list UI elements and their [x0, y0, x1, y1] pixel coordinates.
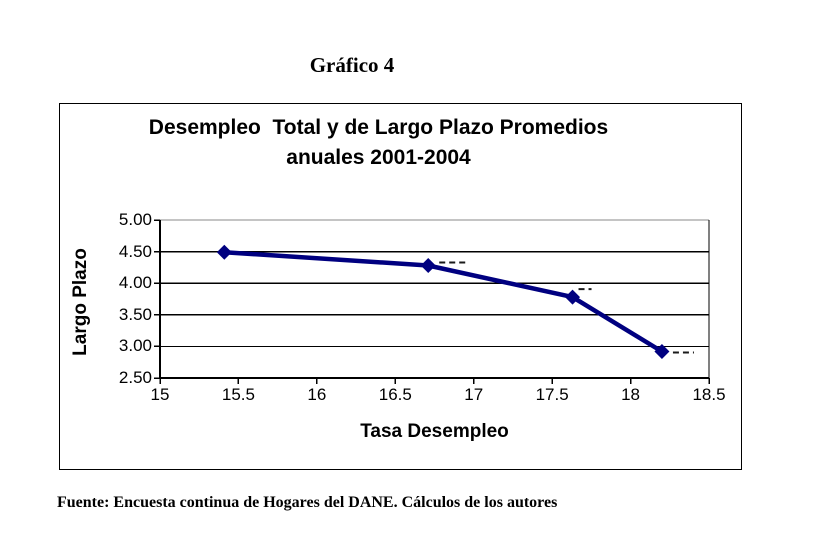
- plot-area: [154, 219, 710, 384]
- chart-title-line2: anuales 2001-2004: [286, 146, 471, 169]
- x-tick-label: 15: [150, 385, 170, 404]
- x-tick-label: 17.5: [535, 385, 569, 404]
- y-tick-label: 3.00: [118, 336, 152, 356]
- chart-container: Desempleo Total y de Largo Plazo Promedi…: [59, 103, 742, 470]
- y-tick-label: 5.00: [118, 210, 152, 229]
- series-line: [222, 249, 665, 354]
- x-tick-label: 18.5: [692, 385, 726, 404]
- data-point-marker: [216, 244, 232, 260]
- x-tick-label: 17: [464, 385, 484, 404]
- x-axis-title: Tasa Desempleo: [360, 421, 509, 442]
- data-point-marker: [565, 289, 581, 305]
- data-point-marker: [420, 258, 436, 274]
- y-tick-label: 4.00: [118, 273, 152, 293]
- x-tick-label: 16: [307, 385, 327, 404]
- x-tick-label: 18: [621, 385, 641, 404]
- data-point-marker: [654, 343, 670, 359]
- x-tick-label: 16.5: [378, 385, 412, 404]
- figure-title: Gráfico 4: [309, 53, 395, 77]
- chart-title-line1: Desempleo Total y de Largo Plazo Promedi…: [148, 116, 609, 139]
- y-tick-label: 4.50: [118, 241, 152, 261]
- y-tick-label: 2.50: [118, 368, 152, 387]
- y-tick-label: 3.50: [118, 304, 152, 324]
- x-tick-label: 15.5: [221, 385, 255, 404]
- source-note: Fuente: Encuesta continua de Hogares del…: [57, 494, 558, 511]
